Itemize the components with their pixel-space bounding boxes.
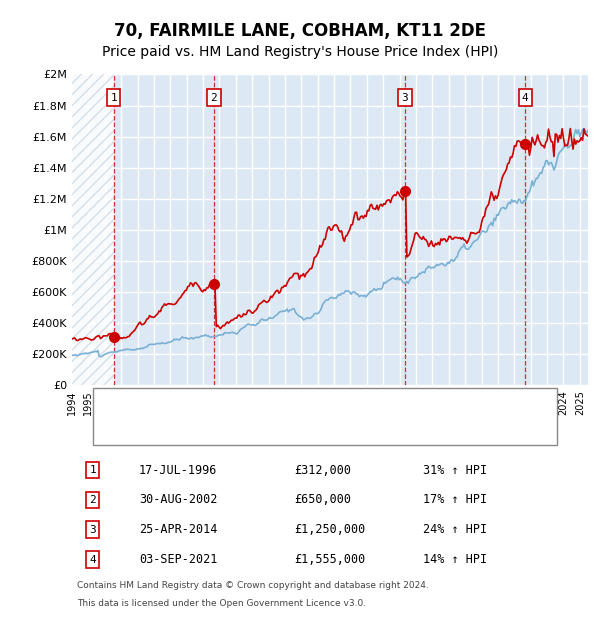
FancyBboxPatch shape — [92, 388, 557, 445]
Text: 70, FAIRMILE LANE, COBHAM, KT11 2DE (detached house): 70, FAIRMILE LANE, COBHAM, KT11 2DE (det… — [149, 398, 475, 408]
Text: Price paid vs. HM Land Registry's House Price Index (HPI): Price paid vs. HM Land Registry's House … — [102, 45, 498, 59]
Bar — [72, 59, 113, 386]
Text: 4: 4 — [89, 555, 96, 565]
Text: 2: 2 — [211, 93, 217, 103]
Text: This data is licensed under the Open Government Licence v3.0.: This data is licensed under the Open Gov… — [77, 599, 366, 608]
Text: 2: 2 — [89, 495, 96, 505]
Text: 70, FAIRMILE LANE, COBHAM, KT11 2DE: 70, FAIRMILE LANE, COBHAM, KT11 2DE — [114, 22, 486, 40]
Text: 3: 3 — [401, 93, 408, 103]
Text: Contains HM Land Registry data © Crown copyright and database right 2024.: Contains HM Land Registry data © Crown c… — [77, 581, 429, 590]
Text: £312,000: £312,000 — [294, 464, 351, 477]
Text: 1: 1 — [110, 93, 117, 103]
Text: 31% ↑ HPI: 31% ↑ HPI — [423, 464, 487, 477]
Text: £1,250,000: £1,250,000 — [294, 523, 365, 536]
Text: £1,555,000: £1,555,000 — [294, 553, 365, 566]
Text: 24% ↑ HPI: 24% ↑ HPI — [423, 523, 487, 536]
Text: 30-AUG-2002: 30-AUG-2002 — [139, 494, 217, 507]
Text: 4: 4 — [522, 93, 529, 103]
Text: HPI: Average price, detached house, Elmbridge: HPI: Average price, detached house, Elmb… — [149, 425, 431, 435]
Text: 17-JUL-1996: 17-JUL-1996 — [139, 464, 217, 477]
Text: 17% ↑ HPI: 17% ↑ HPI — [423, 494, 487, 507]
Text: 25-APR-2014: 25-APR-2014 — [139, 523, 217, 536]
Bar — [72, 74, 113, 386]
Text: 03-SEP-2021: 03-SEP-2021 — [139, 553, 217, 566]
Text: 3: 3 — [89, 525, 96, 535]
Text: £650,000: £650,000 — [294, 494, 351, 507]
Bar — [72, 74, 113, 386]
Text: 1: 1 — [89, 465, 96, 475]
Text: 14% ↑ HPI: 14% ↑ HPI — [423, 553, 487, 566]
